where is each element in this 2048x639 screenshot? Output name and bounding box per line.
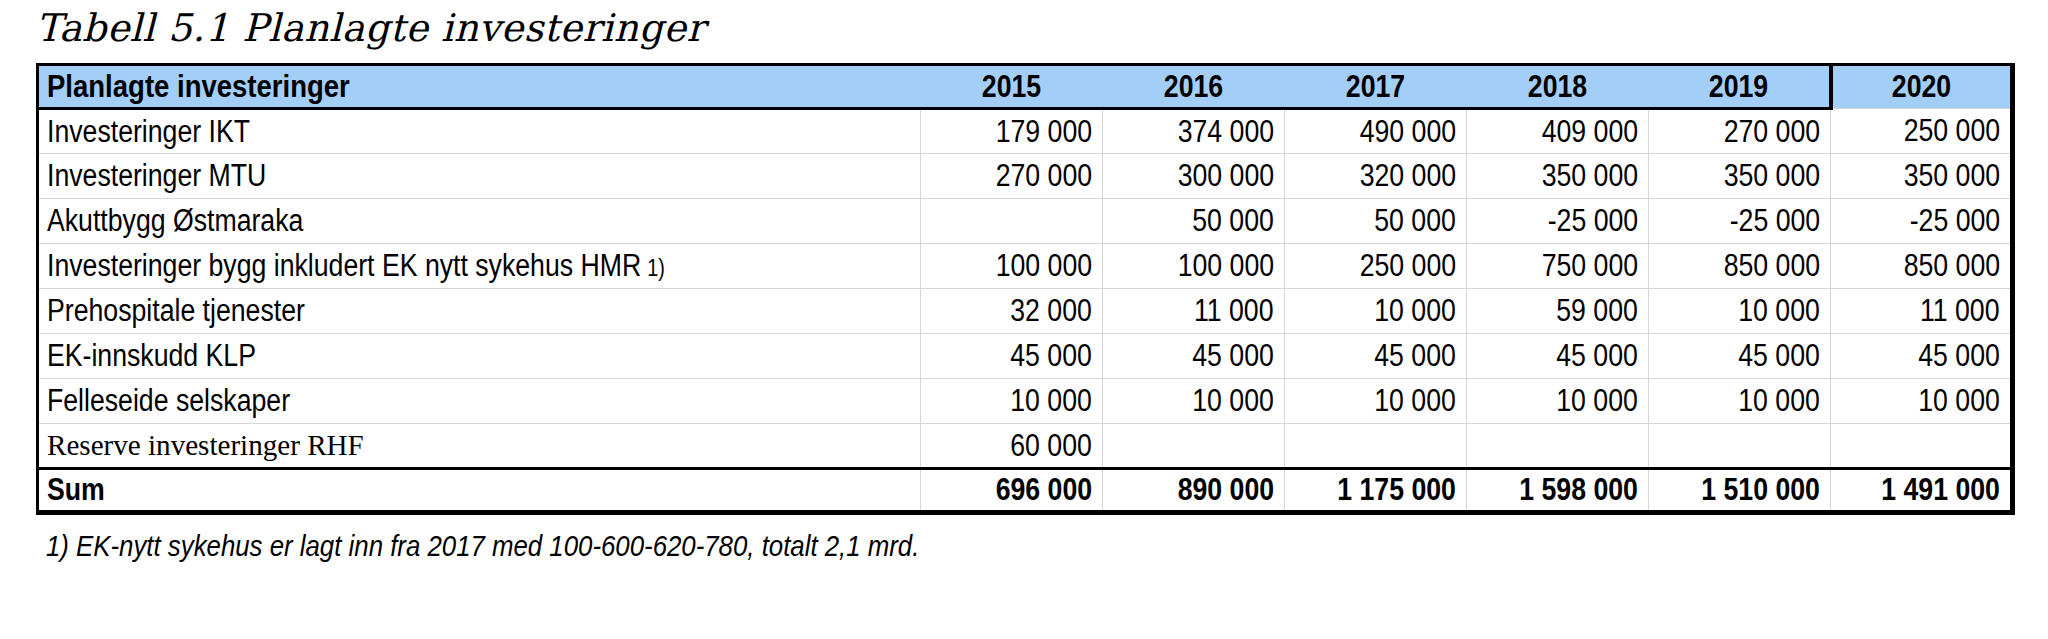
cell: 490 000 <box>1285 108 1467 153</box>
cell: 350 000 <box>1831 153 2013 198</box>
row-label: Prehospitale tjenester <box>38 288 921 333</box>
cell: 11 000 <box>1831 288 2013 333</box>
cell <box>1467 423 1649 468</box>
header-label-cell: Planlagte investeringer <box>38 64 921 108</box>
cell: 409 000 <box>1467 108 1649 153</box>
cell: 10 000 <box>921 378 1103 423</box>
header-year-2018: 2018 <box>1467 64 1649 108</box>
table-row-investeringer-ikt: Investeringer IKT 179 000 374 000 490 00… <box>38 108 2013 153</box>
footnote-reference: 1) <box>647 255 665 281</box>
header-year-2016: 2016 <box>1103 64 1285 108</box>
row-label: Felleseide selskaper <box>38 378 921 423</box>
sum-cell: 1 491 000 <box>1831 468 2013 512</box>
cell: 850 000 <box>1649 243 1831 288</box>
cell: 45 000 <box>1649 333 1831 378</box>
cell <box>1103 423 1285 468</box>
row-label: Investeringer IKT <box>38 108 921 153</box>
cell: -25 000 <box>1831 198 2013 243</box>
cell: 32 000 <box>921 288 1103 333</box>
table-row-investeringer-bygg: Investeringer bygg inkludert EK nytt syk… <box>38 243 2013 288</box>
cell: 10 000 <box>1103 378 1285 423</box>
sum-label: Sum <box>38 468 921 512</box>
cell: 850 000 <box>1831 243 2013 288</box>
cell: 320 000 <box>1285 153 1467 198</box>
row-label: EK-innskudd KLP <box>38 333 921 378</box>
cell: 300 000 <box>1103 153 1285 198</box>
row-label: Investeringer bygg inkludert EK nytt syk… <box>38 243 921 288</box>
cell <box>1649 423 1831 468</box>
header-year-2017: 2017 <box>1285 64 1467 108</box>
table-header-row: Planlagte investeringer 2015 2016 2017 2… <box>38 64 2013 108</box>
header-year-2019: 2019 <box>1649 64 1831 108</box>
cell: 45 000 <box>1831 333 2013 378</box>
cell: 10 000 <box>1831 378 2013 423</box>
cell: 270 000 <box>1649 108 1831 153</box>
table-row-reserve-investeringer-rhf: Reserve investeringer RHF 60 000 <box>38 423 2013 468</box>
table-row-prehospitale-tjenester: Prehospitale tjenester 32 000 11 000 10 … <box>38 288 2013 333</box>
header-year-2015: 2015 <box>921 64 1103 108</box>
sum-cell: 1 175 000 <box>1285 468 1467 512</box>
row-label: Investeringer MTU <box>38 153 921 198</box>
header-year-2020: 2020 <box>1831 64 2013 108</box>
cell: 11 000 <box>1103 288 1285 333</box>
cell: 50 000 <box>1103 198 1285 243</box>
cell: 45 000 <box>1285 333 1467 378</box>
footnote: 1) EK-nytt sykehus er lagt inn fra 2017 … <box>46 529 2048 563</box>
row-label: Reserve investeringer RHF <box>38 423 921 468</box>
table-row-investeringer-mtu: Investeringer MTU 270 000 300 000 320 00… <box>38 153 2013 198</box>
cell: 10 000 <box>1285 378 1467 423</box>
cell: 250 000 <box>1831 108 2013 153</box>
cell: 10 000 <box>1285 288 1467 333</box>
cell: 374 000 <box>1103 108 1285 153</box>
cell: 179 000 <box>921 108 1103 153</box>
cell: 350 000 <box>1649 153 1831 198</box>
planned-investments-table: Planlagte investeringer 2015 2016 2017 2… <box>36 63 2015 515</box>
sum-cell: 696 000 <box>921 468 1103 512</box>
row-label: Akuttbygg Østmaraka <box>38 198 921 243</box>
sum-cell: 1 510 000 <box>1649 468 1831 512</box>
table-row-akuttbygg-ostmaraka: Akuttbygg Østmaraka 50 000 50 000 -25 00… <box>38 198 2013 243</box>
cell: 60 000 <box>921 423 1103 468</box>
cell: 100 000 <box>921 243 1103 288</box>
cell: 45 000 <box>921 333 1103 378</box>
table-sum-row: Sum 696 000 890 000 1 175 000 1 598 000 … <box>38 468 2013 512</box>
cell <box>921 198 1103 243</box>
document-page: Tabell 5.1 Planlagte investeringer Planl… <box>0 0 2048 563</box>
cell: 270 000 <box>921 153 1103 198</box>
cell: 10 000 <box>1649 288 1831 333</box>
cell: 45 000 <box>1467 333 1649 378</box>
cell: 59 000 <box>1467 288 1649 333</box>
cell: 350 000 <box>1467 153 1649 198</box>
sum-cell: 1 598 000 <box>1467 468 1649 512</box>
sum-cell: 890 000 <box>1103 468 1285 512</box>
cell: -25 000 <box>1467 198 1649 243</box>
table-row-felleseide-selskaper: Felleseide selskaper 10 000 10 000 10 00… <box>38 378 2013 423</box>
table-title: Tabell 5.1 Planlagte investeringer <box>36 8 2048 50</box>
cell: 100 000 <box>1103 243 1285 288</box>
cell <box>1831 423 2013 468</box>
cell: 10 000 <box>1467 378 1649 423</box>
cell: 50 000 <box>1285 198 1467 243</box>
cell: -25 000 <box>1649 198 1831 243</box>
cell: 250 000 <box>1285 243 1467 288</box>
cell: 45 000 <box>1103 333 1285 378</box>
cell <box>1285 423 1467 468</box>
cell: 10 000 <box>1649 378 1831 423</box>
table-row-ek-innskudd-klp: EK-innskudd KLP 45 000 45 000 45 000 45 … <box>38 333 2013 378</box>
cell: 750 000 <box>1467 243 1649 288</box>
